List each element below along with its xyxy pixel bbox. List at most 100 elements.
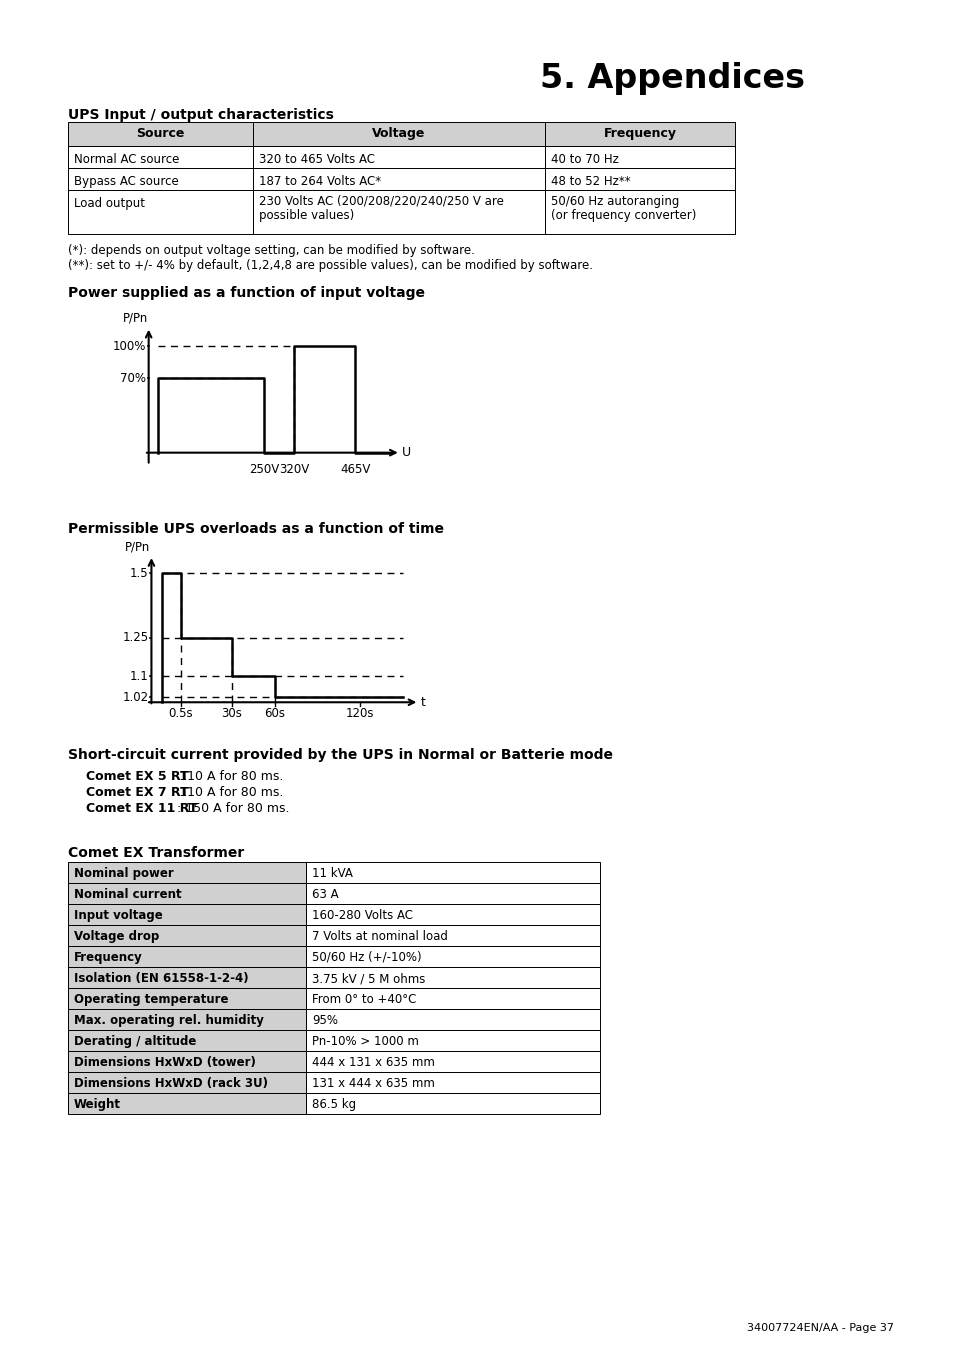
- Text: 30s: 30s: [221, 707, 242, 720]
- Text: 50/60 Hz (+/-10%): 50/60 Hz (+/-10%): [312, 951, 421, 965]
- Bar: [68, 904, 306, 925]
- Bar: [306, 862, 599, 884]
- Text: 63 A: 63 A: [312, 888, 338, 901]
- Text: 11 kVA: 11 kVA: [312, 867, 353, 880]
- Text: Derating / altitude: Derating / altitude: [74, 1035, 196, 1048]
- Text: 120s: 120s: [346, 707, 375, 720]
- Bar: [68, 122, 253, 146]
- Text: : 110 A for 80 ms.: : 110 A for 80 ms.: [167, 770, 283, 784]
- Text: Dimensions HxWxD (tower): Dimensions HxWxD (tower): [74, 1056, 255, 1069]
- Text: Pn-10% > 1000 m: Pn-10% > 1000 m: [312, 1035, 418, 1048]
- Text: (**): set to +/- 4% by default, (1,2,4,8 are possible values), can be modified b: (**): set to +/- 4% by default, (1,2,4,8…: [68, 259, 593, 272]
- Text: Nominal power: Nominal power: [74, 867, 173, 880]
- Text: Normal AC source: Normal AC source: [74, 153, 179, 166]
- Text: Load output: Load output: [74, 197, 145, 209]
- Bar: [68, 1093, 306, 1115]
- Text: possible values): possible values): [258, 209, 354, 222]
- Text: 86.5 kg: 86.5 kg: [312, 1098, 355, 1111]
- Text: Short-circuit current provided by the UPS in Normal or Batterie mode: Short-circuit current provided by the UP…: [68, 748, 613, 762]
- Bar: [68, 862, 306, 884]
- Bar: [68, 1051, 306, 1071]
- Bar: [306, 925, 599, 946]
- Text: Comet EX Transformer: Comet EX Transformer: [68, 846, 244, 861]
- Bar: [68, 967, 306, 988]
- Text: 465V: 465V: [340, 463, 370, 477]
- Text: 1.02: 1.02: [123, 690, 149, 704]
- Text: 0.5s: 0.5s: [169, 707, 193, 720]
- Bar: [306, 1071, 599, 1093]
- Bar: [68, 1009, 306, 1029]
- Text: Power supplied as a function of input voltage: Power supplied as a function of input vo…: [68, 286, 424, 300]
- Bar: [306, 988, 599, 1009]
- Bar: [306, 946, 599, 967]
- Text: Comet EX 11 RT: Comet EX 11 RT: [86, 802, 197, 815]
- Bar: [68, 925, 306, 946]
- Text: Voltage drop: Voltage drop: [74, 929, 159, 943]
- Bar: [68, 168, 253, 190]
- Text: Frequency: Frequency: [603, 127, 676, 141]
- Text: 50/60 Hz autoranging: 50/60 Hz autoranging: [551, 195, 679, 208]
- Text: 1.5: 1.5: [130, 566, 149, 580]
- Text: Comet EX 5 RT: Comet EX 5 RT: [86, 770, 189, 784]
- Text: t: t: [420, 696, 425, 709]
- Text: Permissible UPS overloads as a function of time: Permissible UPS overloads as a function …: [68, 521, 443, 536]
- Bar: [253, 190, 544, 234]
- Text: 3.75 kV / 5 M ohms: 3.75 kV / 5 M ohms: [312, 971, 425, 985]
- Text: (or frequency converter): (or frequency converter): [551, 209, 696, 222]
- Bar: [306, 1093, 599, 1115]
- Text: 160-280 Volts AC: 160-280 Volts AC: [312, 909, 413, 921]
- Text: 320V: 320V: [278, 463, 309, 477]
- Text: 95%: 95%: [312, 1015, 337, 1027]
- Text: Source: Source: [136, 127, 185, 141]
- Text: 250V: 250V: [249, 463, 279, 477]
- Bar: [306, 967, 599, 988]
- Text: Weight: Weight: [74, 1098, 121, 1111]
- Text: Input voltage: Input voltage: [74, 909, 163, 921]
- Text: P/Pn: P/Pn: [122, 312, 148, 324]
- Bar: [306, 1029, 599, 1051]
- Text: 40 to 70 Hz: 40 to 70 Hz: [551, 153, 618, 166]
- Text: Max. operating rel. humidity: Max. operating rel. humidity: [74, 1015, 264, 1027]
- Text: : 110 A for 80 ms.: : 110 A for 80 ms.: [167, 786, 283, 798]
- Bar: [253, 122, 544, 146]
- Text: Nominal current: Nominal current: [74, 888, 181, 901]
- Bar: [253, 146, 544, 168]
- Text: 1.1: 1.1: [130, 670, 149, 684]
- Bar: [253, 168, 544, 190]
- Bar: [68, 884, 306, 904]
- Text: (*): depends on output voltage setting, can be modified by software.: (*): depends on output voltage setting, …: [68, 245, 475, 257]
- Text: 1.25: 1.25: [123, 631, 149, 644]
- Text: Frequency: Frequency: [74, 951, 143, 965]
- Bar: [306, 1051, 599, 1071]
- Text: From 0° to +40°C: From 0° to +40°C: [312, 993, 416, 1006]
- Bar: [544, 122, 734, 146]
- Text: Isolation (EN 61558-1-2-4): Isolation (EN 61558-1-2-4): [74, 971, 249, 985]
- Text: Comet EX 7 RT: Comet EX 7 RT: [86, 786, 189, 798]
- Text: Operating temperature: Operating temperature: [74, 993, 229, 1006]
- Text: U: U: [401, 446, 411, 459]
- Bar: [68, 190, 253, 234]
- Text: 48 to 52 Hz**: 48 to 52 Hz**: [551, 176, 630, 188]
- Bar: [306, 904, 599, 925]
- Bar: [68, 946, 306, 967]
- Text: 320 to 465 Volts AC: 320 to 465 Volts AC: [258, 153, 375, 166]
- Text: 230 Volts AC (200/208/220/240/250 V are: 230 Volts AC (200/208/220/240/250 V are: [258, 195, 503, 208]
- Bar: [306, 1009, 599, 1029]
- Bar: [68, 1071, 306, 1093]
- Bar: [68, 988, 306, 1009]
- Text: 100%: 100%: [112, 339, 146, 353]
- Text: 444 x 131 x 635 mm: 444 x 131 x 635 mm: [312, 1056, 435, 1069]
- Text: Bypass AC source: Bypass AC source: [74, 176, 178, 188]
- Bar: [544, 168, 734, 190]
- Text: 60s: 60s: [264, 707, 285, 720]
- Text: UPS Input / output characteristics: UPS Input / output characteristics: [68, 108, 334, 122]
- Text: 7 Volts at nominal load: 7 Volts at nominal load: [312, 929, 447, 943]
- Text: 70%: 70%: [120, 372, 146, 385]
- Bar: [68, 146, 253, 168]
- Text: Voltage: Voltage: [372, 127, 425, 141]
- Text: : 150 A for 80 ms.: : 150 A for 80 ms.: [172, 802, 289, 815]
- Text: 187 to 264 Volts AC*: 187 to 264 Volts AC*: [258, 176, 381, 188]
- Text: Dimensions HxWxD (rack 3U): Dimensions HxWxD (rack 3U): [74, 1077, 268, 1090]
- Bar: [306, 884, 599, 904]
- Text: 34007724EN/AA - Page 37: 34007724EN/AA - Page 37: [746, 1323, 893, 1333]
